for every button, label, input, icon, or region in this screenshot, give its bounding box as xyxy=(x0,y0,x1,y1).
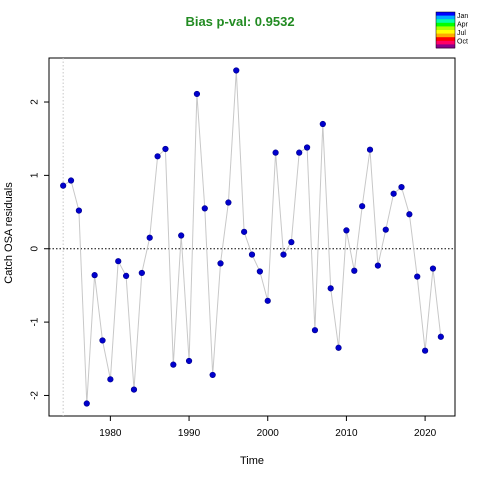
data-point xyxy=(311,327,319,334)
data-point xyxy=(91,272,98,279)
data-point xyxy=(67,177,75,184)
data-point xyxy=(217,260,224,267)
data-point xyxy=(123,272,130,279)
data-point xyxy=(303,144,311,151)
data-point xyxy=(75,207,82,214)
legend-label: Apr xyxy=(457,22,469,29)
data-point xyxy=(359,203,366,210)
y-tick-label: 2 xyxy=(30,99,41,105)
data-point xyxy=(366,146,374,153)
data-point xyxy=(233,67,240,74)
x-tick-label: 2020 xyxy=(414,428,437,439)
y-tick-label: -2 xyxy=(30,391,41,400)
data-point xyxy=(209,371,216,379)
legend-color-band xyxy=(436,37,455,42)
data-point xyxy=(154,153,161,160)
data-point xyxy=(99,337,106,344)
y-axis-label: Catch OSA residuals xyxy=(3,182,15,284)
data-point xyxy=(327,285,334,292)
data-point xyxy=(288,239,295,246)
legend-color-band xyxy=(436,19,455,24)
legend-color-band xyxy=(436,33,455,38)
data-point xyxy=(406,211,413,218)
chart-title: Bias p-val: 0.9532 xyxy=(185,14,295,29)
x-tick-label: 1990 xyxy=(178,428,201,439)
data-point xyxy=(170,361,177,368)
data-point xyxy=(146,234,153,241)
legend-color-band xyxy=(436,30,455,34)
plot-frame xyxy=(48,57,456,417)
data-point xyxy=(60,182,67,189)
data-point xyxy=(162,145,169,153)
data-point xyxy=(193,90,201,98)
y-tick-label: 1 xyxy=(30,172,41,178)
data-point xyxy=(390,190,397,197)
data-point xyxy=(241,228,248,235)
data-point xyxy=(178,232,185,239)
data-point xyxy=(264,297,271,304)
data-point xyxy=(272,149,279,156)
data-point xyxy=(398,184,405,191)
data-point xyxy=(429,265,437,272)
data-point xyxy=(256,268,263,275)
y-tick-label: -1 xyxy=(30,317,41,326)
data-point xyxy=(130,386,138,393)
data-point xyxy=(280,251,287,258)
data-point xyxy=(138,269,145,277)
data-point xyxy=(115,258,122,265)
data-point xyxy=(374,262,381,269)
data-point xyxy=(201,205,208,212)
legend-color-band xyxy=(436,15,455,20)
data-point xyxy=(343,227,350,234)
y-tick-label: 0 xyxy=(30,246,41,252)
data-point xyxy=(414,273,421,280)
data-point xyxy=(248,251,256,258)
legend-label: Oct xyxy=(457,39,468,46)
data-point xyxy=(422,347,429,354)
legend-color-band xyxy=(436,26,455,31)
x-tick-label: 2010 xyxy=(335,428,358,439)
legend-color-band xyxy=(436,12,455,16)
legend-label: Jul xyxy=(457,30,466,37)
data-point xyxy=(351,267,358,274)
residual-series-line xyxy=(62,70,442,404)
x-tick-label: 1980 xyxy=(99,428,122,439)
x-tick-label: 2000 xyxy=(257,428,280,439)
data-point xyxy=(437,333,444,340)
legend-color-band xyxy=(436,40,455,45)
x-axis-label: Time xyxy=(240,455,264,467)
data-point xyxy=(83,400,90,407)
legend-label: Jan xyxy=(457,13,468,20)
legend-color-band xyxy=(436,22,455,27)
data-point xyxy=(107,376,114,383)
data-point xyxy=(185,357,193,365)
data-point xyxy=(335,344,342,351)
data-point xyxy=(382,226,389,233)
legend-color-band xyxy=(436,44,455,49)
data-point xyxy=(319,120,326,128)
legend-frame xyxy=(435,11,456,49)
data-point xyxy=(225,199,232,206)
data-point xyxy=(296,149,303,156)
